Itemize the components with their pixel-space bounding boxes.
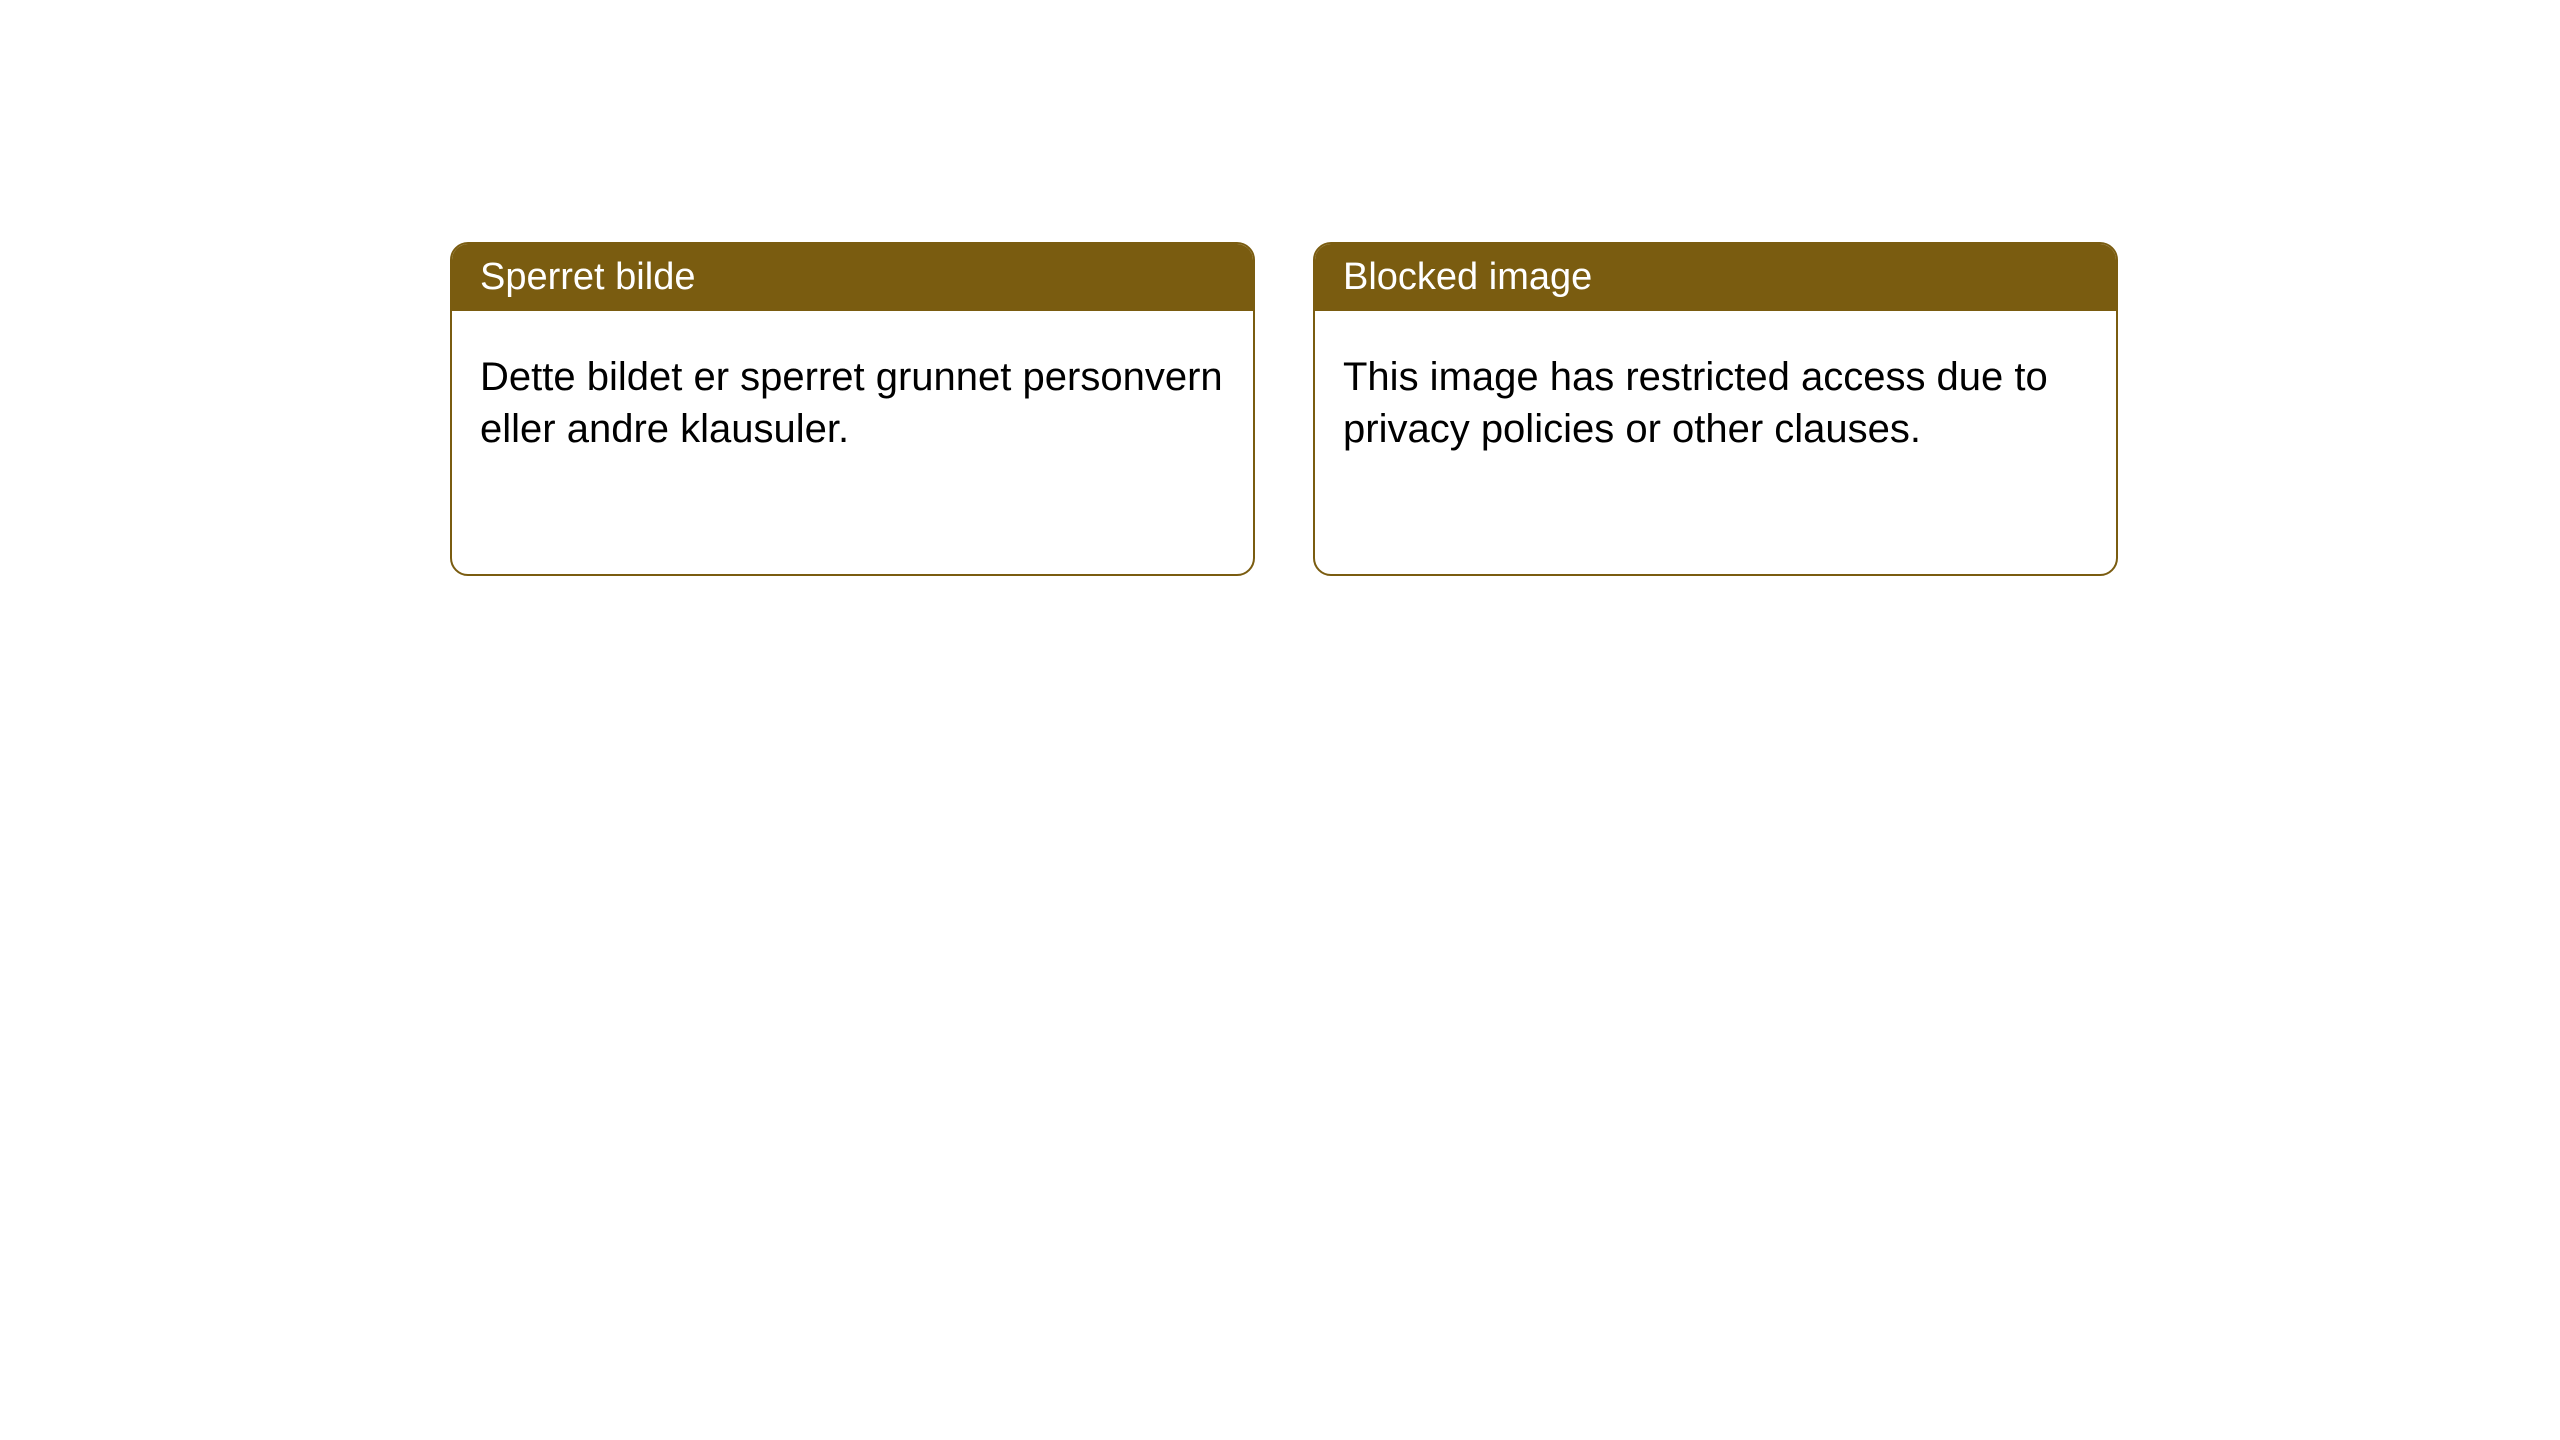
- notice-card-body: This image has restricted access due to …: [1315, 311, 2116, 495]
- notice-card-title: Sperret bilde: [452, 244, 1253, 311]
- notice-card-body: Dette bildet er sperret grunnet personve…: [452, 311, 1253, 495]
- notice-card-title: Blocked image: [1315, 244, 2116, 311]
- notice-card-english: Blocked image This image has restricted …: [1313, 242, 2118, 576]
- notice-container: Sperret bilde Dette bildet er sperret gr…: [450, 242, 2118, 576]
- notice-card-norwegian: Sperret bilde Dette bildet er sperret gr…: [450, 242, 1255, 576]
